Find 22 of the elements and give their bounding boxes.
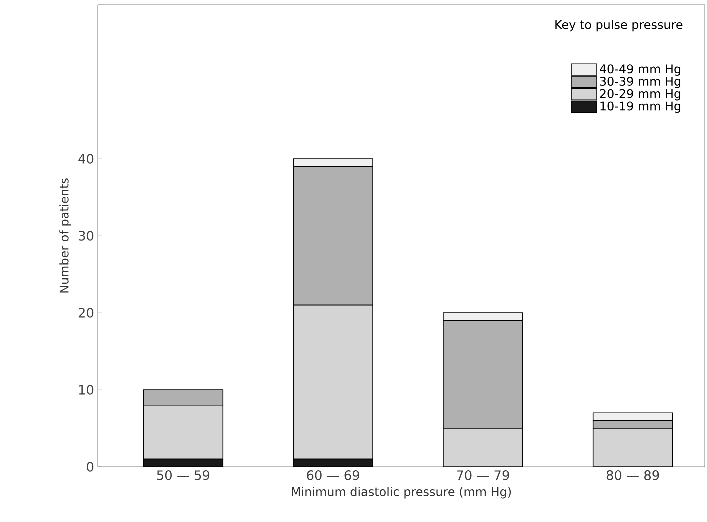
x-tick-label: 60 — 69 [307, 470, 360, 480]
y-tick-label: 0 [87, 462, 94, 472]
legend-label: 20-29 mm Hg [600, 89, 681, 101]
bar [293, 304, 374, 460]
y-axis-title: Number of patients [60, 178, 72, 293]
bar [592, 428, 674, 467]
y-tick-label: 30 [78, 231, 94, 241]
bar [143, 405, 224, 460]
y-tick-label: 10 [79, 385, 94, 395]
bar [293, 458, 374, 467]
legend-title: Key to pulse pressure [556, 20, 683, 32]
x-tick-label: 70 — 79 [457, 470, 510, 480]
y-tick-label: 20 [78, 308, 94, 318]
legend-label: 30-39 mm Hg [600, 76, 681, 88]
legend-label: 10-19 mm Hg [600, 102, 681, 114]
legend-label: 40-49 mm Hg [600, 64, 681, 76]
y-tick-label: 40 [78, 154, 94, 164]
bar [443, 428, 524, 467]
x-axis-title: Minimum diastolic pressure (mm Hg) [292, 487, 512, 499]
bar [144, 459, 224, 467]
x-tick-label: 80 — 89 [606, 470, 660, 480]
x-tick-label: 50 — 59 [157, 470, 210, 480]
